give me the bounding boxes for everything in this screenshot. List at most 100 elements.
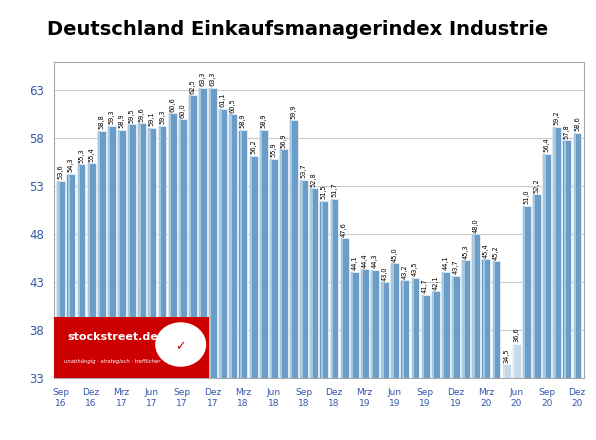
Text: 55,3: 55,3 xyxy=(78,148,84,163)
Bar xyxy=(270,158,272,378)
Bar xyxy=(563,140,572,378)
Bar xyxy=(159,126,161,378)
Bar xyxy=(219,109,222,378)
Text: 44,3: 44,3 xyxy=(371,254,377,268)
Bar xyxy=(432,291,434,378)
Bar xyxy=(269,158,278,378)
Bar xyxy=(390,263,399,378)
Bar xyxy=(249,156,257,378)
Text: 34,5: 34,5 xyxy=(503,348,509,363)
Text: 58,9: 58,9 xyxy=(240,114,246,128)
Bar xyxy=(229,114,232,378)
Ellipse shape xyxy=(156,323,206,366)
Bar xyxy=(127,124,136,378)
Bar xyxy=(493,261,495,378)
Text: 47,6: 47,6 xyxy=(341,222,347,237)
Bar xyxy=(402,280,404,378)
Text: 63,3: 63,3 xyxy=(200,72,206,86)
Text: 44,1: 44,1 xyxy=(351,256,357,271)
Bar xyxy=(238,130,247,378)
Text: 55,4: 55,4 xyxy=(88,147,94,162)
Text: 52,2: 52,2 xyxy=(533,178,539,193)
Bar xyxy=(411,278,420,378)
Bar xyxy=(178,119,187,378)
Bar xyxy=(299,180,308,378)
Bar xyxy=(198,88,207,378)
Bar xyxy=(319,201,328,378)
Bar xyxy=(179,119,181,378)
Text: 58,9: 58,9 xyxy=(119,114,125,128)
Text: 51,5: 51,5 xyxy=(321,185,327,199)
Bar xyxy=(77,164,80,378)
Bar xyxy=(441,272,450,378)
Bar xyxy=(107,126,116,378)
Text: 60,5: 60,5 xyxy=(230,98,236,113)
Text: 43,5: 43,5 xyxy=(412,261,418,276)
Bar xyxy=(351,272,353,378)
Bar xyxy=(147,128,156,378)
Text: 58,6: 58,6 xyxy=(574,117,580,131)
Bar xyxy=(280,149,283,378)
Bar xyxy=(431,291,440,378)
Bar xyxy=(108,126,110,378)
Text: 45,4: 45,4 xyxy=(483,243,489,258)
Bar xyxy=(513,344,515,378)
Text: 58,8: 58,8 xyxy=(98,114,104,129)
Text: Deutschland Einkaufsmanagerindex Industrie: Deutschland Einkaufsmanagerindex Industr… xyxy=(47,20,549,39)
Text: 43,7: 43,7 xyxy=(452,260,458,274)
Text: 55,9: 55,9 xyxy=(271,143,277,157)
Text: 61,1: 61,1 xyxy=(220,93,226,107)
Text: unabhängig · strategisch · trefflicher: unabhängig · strategisch · trefflicher xyxy=(64,359,161,363)
Bar xyxy=(88,163,90,378)
Bar xyxy=(503,364,505,378)
Bar xyxy=(321,201,323,378)
Text: stockstreet.de: stockstreet.de xyxy=(67,331,158,341)
Bar xyxy=(360,269,369,378)
Bar xyxy=(240,130,242,378)
Text: 56,2: 56,2 xyxy=(250,139,256,154)
Bar xyxy=(199,88,201,378)
Text: 48,0: 48,0 xyxy=(473,218,479,233)
Text: 59,9: 59,9 xyxy=(291,104,297,119)
Text: 54,3: 54,3 xyxy=(68,158,74,172)
Bar xyxy=(564,140,566,378)
Bar xyxy=(208,88,217,378)
Bar xyxy=(97,131,105,378)
Bar xyxy=(461,260,470,378)
Bar xyxy=(117,130,126,378)
Text: 42,1: 42,1 xyxy=(432,275,438,290)
Text: 45,3: 45,3 xyxy=(462,244,468,259)
Bar xyxy=(512,344,521,378)
Bar xyxy=(452,276,454,378)
Bar xyxy=(380,282,389,378)
Bar xyxy=(86,163,95,378)
Text: 60,6: 60,6 xyxy=(169,97,175,112)
Bar xyxy=(483,259,485,378)
Text: 53,7: 53,7 xyxy=(300,164,307,178)
Bar xyxy=(492,261,501,378)
Bar xyxy=(56,181,65,378)
Text: 57,8: 57,8 xyxy=(564,124,570,139)
Text: 41,7: 41,7 xyxy=(422,279,428,293)
Bar xyxy=(209,88,212,378)
Bar xyxy=(157,126,166,378)
Text: 36,6: 36,6 xyxy=(513,328,519,342)
Bar xyxy=(471,235,480,378)
Text: 43,2: 43,2 xyxy=(402,264,408,279)
Bar xyxy=(523,205,525,378)
Bar xyxy=(371,270,374,378)
Bar xyxy=(574,132,576,378)
Bar xyxy=(66,174,75,378)
Bar xyxy=(473,235,474,378)
Text: 59,6: 59,6 xyxy=(139,107,145,121)
Text: ✓: ✓ xyxy=(175,340,186,353)
Bar xyxy=(533,194,535,378)
Bar xyxy=(311,188,313,378)
Text: 63,3: 63,3 xyxy=(210,72,216,86)
Text: 52,8: 52,8 xyxy=(311,172,317,187)
Bar xyxy=(67,174,70,378)
Bar xyxy=(279,149,288,378)
Bar xyxy=(350,272,359,378)
Bar xyxy=(341,238,343,378)
Bar xyxy=(502,364,511,378)
